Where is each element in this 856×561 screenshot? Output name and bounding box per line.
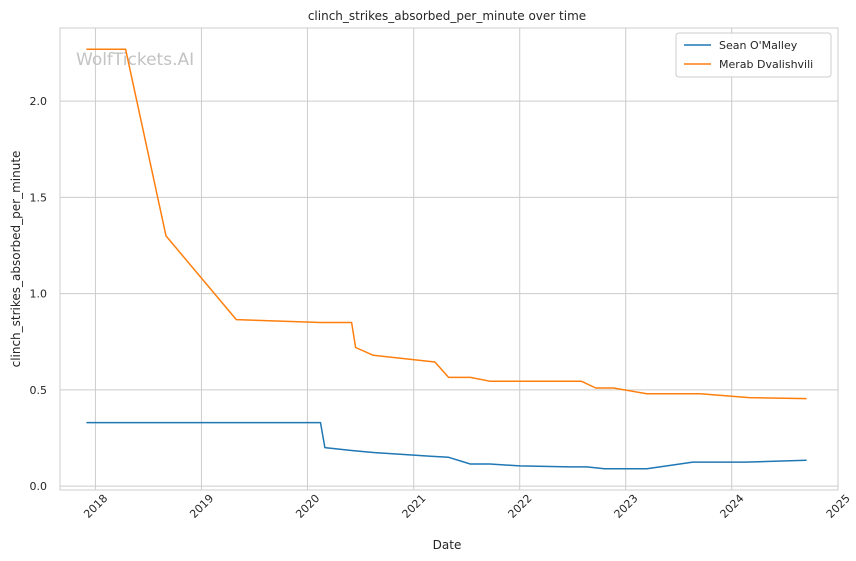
legend-box (675, 32, 832, 78)
y-tick-label: 1.5 (30, 191, 48, 204)
series-layer (86, 48, 807, 470)
legend-label-series-2: Merab Dvalishvili (719, 58, 813, 71)
y-tick-label: 2.0 (30, 95, 48, 108)
plot-frame (59, 27, 839, 491)
series-line-1 (86, 421, 807, 470)
y-tick-label: 1.0 (30, 288, 48, 301)
y-axis: 0.0 0.5 1.0 1.5 2.0 (30, 95, 48, 493)
legend-label-series-1: Sean O'Malley (719, 39, 798, 52)
x-axis-title: Date (433, 538, 462, 552)
grid (60, 28, 839, 490)
chart-title: clinch_strikes_absorbed_per_minute over … (308, 9, 586, 23)
series-line-2 (86, 48, 807, 400)
legend: Sean O'Malley Merab Dvalishvili (675, 32, 832, 78)
y-tick-label: 0.0 (30, 480, 48, 493)
watermark: WolfTickets.AI (76, 50, 194, 70)
y-tick-label: 0.5 (30, 384, 48, 397)
y-axis-title: clinch_strikes_absorbed_per_minute (9, 151, 23, 368)
